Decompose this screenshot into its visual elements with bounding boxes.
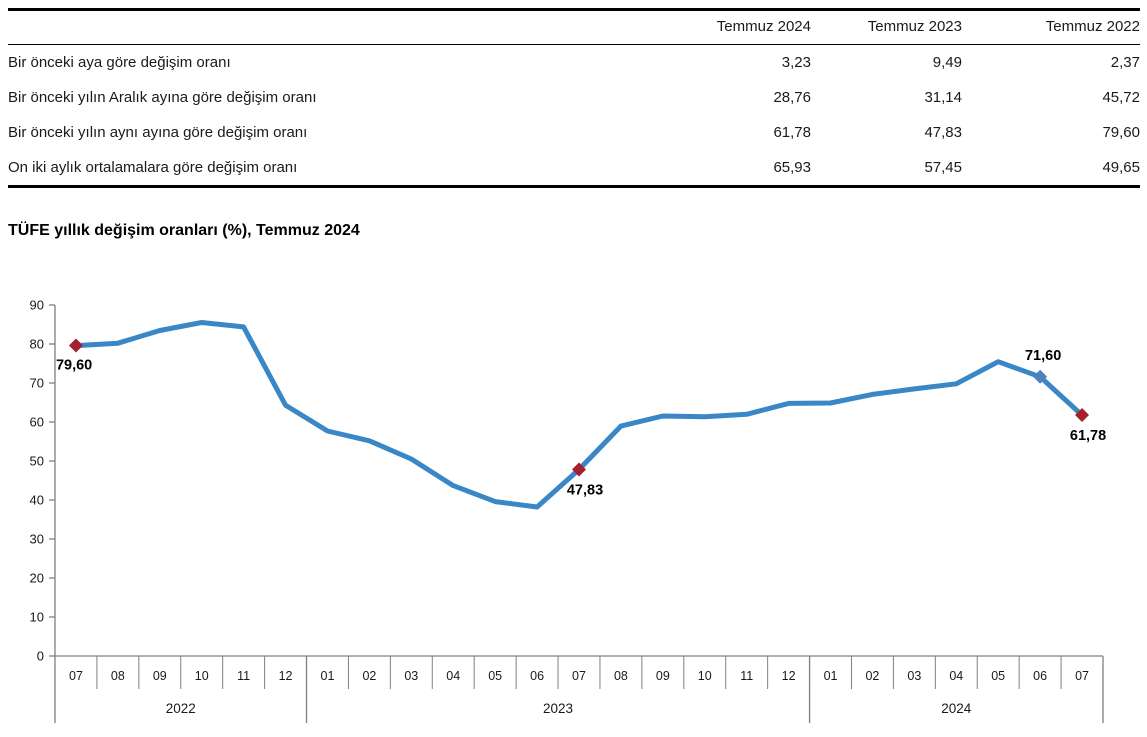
month-label: 12 xyxy=(782,669,796,683)
cell-value: 45,72 xyxy=(1102,89,1140,106)
month-label: 01 xyxy=(321,669,335,683)
month-label: 07 xyxy=(69,669,83,683)
row-label: Bir önceki aya göre değişim oranı xyxy=(8,54,231,71)
cell-value: 2,37 xyxy=(1110,54,1140,71)
cell-value: 28,76 xyxy=(773,89,811,106)
cell-value: 3,23 xyxy=(781,54,811,71)
cell-value: 9,49 xyxy=(932,54,962,71)
summary-table: Temmuz 2024 Temmuz 2023 Temmuz 2022 Bir … xyxy=(8,8,1140,188)
month-label: 07 xyxy=(1075,669,1089,683)
month-label: 12 xyxy=(279,669,293,683)
empty-header-cell xyxy=(8,10,661,45)
table-row: Bir önceki yılın Aralık ayına göre değiş… xyxy=(8,80,1140,115)
blue-diamond-marker xyxy=(1033,369,1048,384)
year-label: 2022 xyxy=(166,701,196,716)
year-label: 2024 xyxy=(941,701,972,716)
point-value-label: 61,78 xyxy=(1070,428,1106,444)
cell-value: 61,78 xyxy=(773,124,811,141)
month-label: 09 xyxy=(153,669,167,683)
cell-value: 79,60 xyxy=(1102,124,1140,141)
month-label: 03 xyxy=(907,669,921,683)
table-row: Bir önceki yılın aynı ayına göre değişim… xyxy=(8,115,1140,150)
col-header-temmuz-2023: Temmuz 2023 xyxy=(867,18,962,35)
red-diamond-marker xyxy=(572,462,586,477)
table-row: Bir önceki aya göre değişim oranı 3,23 9,4… xyxy=(8,45,1140,81)
cell-value: 49,65 xyxy=(1102,159,1140,176)
y-tick-label: 0 xyxy=(37,649,44,664)
y-tick-label: 50 xyxy=(30,454,44,469)
month-label: 05 xyxy=(488,669,502,683)
y-tick-label: 90 xyxy=(30,298,44,313)
month-label: 05 xyxy=(991,669,1005,683)
tufe-series-line xyxy=(73,320,1085,510)
row-label: On iki aylık ortalamalara göre değişim o… xyxy=(8,159,298,176)
chart-title: TÜFE yıllık değişim oranları (%), Temmuz… xyxy=(8,222,360,239)
point-value-label: 71,60 xyxy=(1025,348,1061,364)
cell-value: 47,83 xyxy=(924,124,962,141)
month-label: 10 xyxy=(195,669,209,683)
month-label: 03 xyxy=(404,669,418,683)
month-label: 01 xyxy=(824,669,838,683)
cell-value: 57,45 xyxy=(924,159,962,176)
y-tick-label: 80 xyxy=(30,337,44,352)
red-diamond-marker xyxy=(68,338,83,353)
table-header-row: Temmuz 2024 Temmuz 2023 Temmuz 2022 xyxy=(8,10,1140,45)
month-label: 02 xyxy=(362,669,376,683)
y-tick-label: 40 xyxy=(30,493,44,508)
y-tick-label: 70 xyxy=(30,376,44,391)
col-header-temmuz-2024: Temmuz 2024 xyxy=(716,18,811,35)
y-tick-label: 30 xyxy=(30,532,44,547)
y-tick-label: 20 xyxy=(30,571,44,586)
point-value-label: 47,83 xyxy=(567,482,603,498)
month-label: 04 xyxy=(446,669,460,683)
month-label: 07 xyxy=(572,669,586,683)
year-label: 2023 xyxy=(543,701,573,716)
month-label: 04 xyxy=(949,669,963,683)
month-label: 06 xyxy=(1033,669,1047,683)
month-label: 10 xyxy=(698,669,712,683)
month-label: 11 xyxy=(740,669,753,683)
month-label: 02 xyxy=(865,669,879,683)
month-label: 08 xyxy=(111,669,125,683)
point-value-label: 79,60 xyxy=(56,358,92,374)
cell-value: 65,93 xyxy=(773,159,811,176)
cell-value: 31,14 xyxy=(924,89,962,106)
y-tick-label: 60 xyxy=(30,415,44,430)
month-label: 09 xyxy=(656,669,670,683)
red-diamond-marker xyxy=(1075,408,1090,423)
row-label: Bir önceki yılın aynı ayına göre değişim… xyxy=(8,124,308,141)
month-label: 06 xyxy=(530,669,544,683)
table-row: On iki aylık ortalamalara göre değişim o… xyxy=(8,150,1140,187)
month-label: 11 xyxy=(237,669,250,683)
row-label: Bir önceki yılın Aralık ayına göre değiş… xyxy=(8,89,317,106)
month-label: 08 xyxy=(614,669,628,683)
col-header-temmuz-2022: Temmuz 2022 xyxy=(1045,18,1140,35)
y-tick-label: 10 xyxy=(30,610,44,625)
